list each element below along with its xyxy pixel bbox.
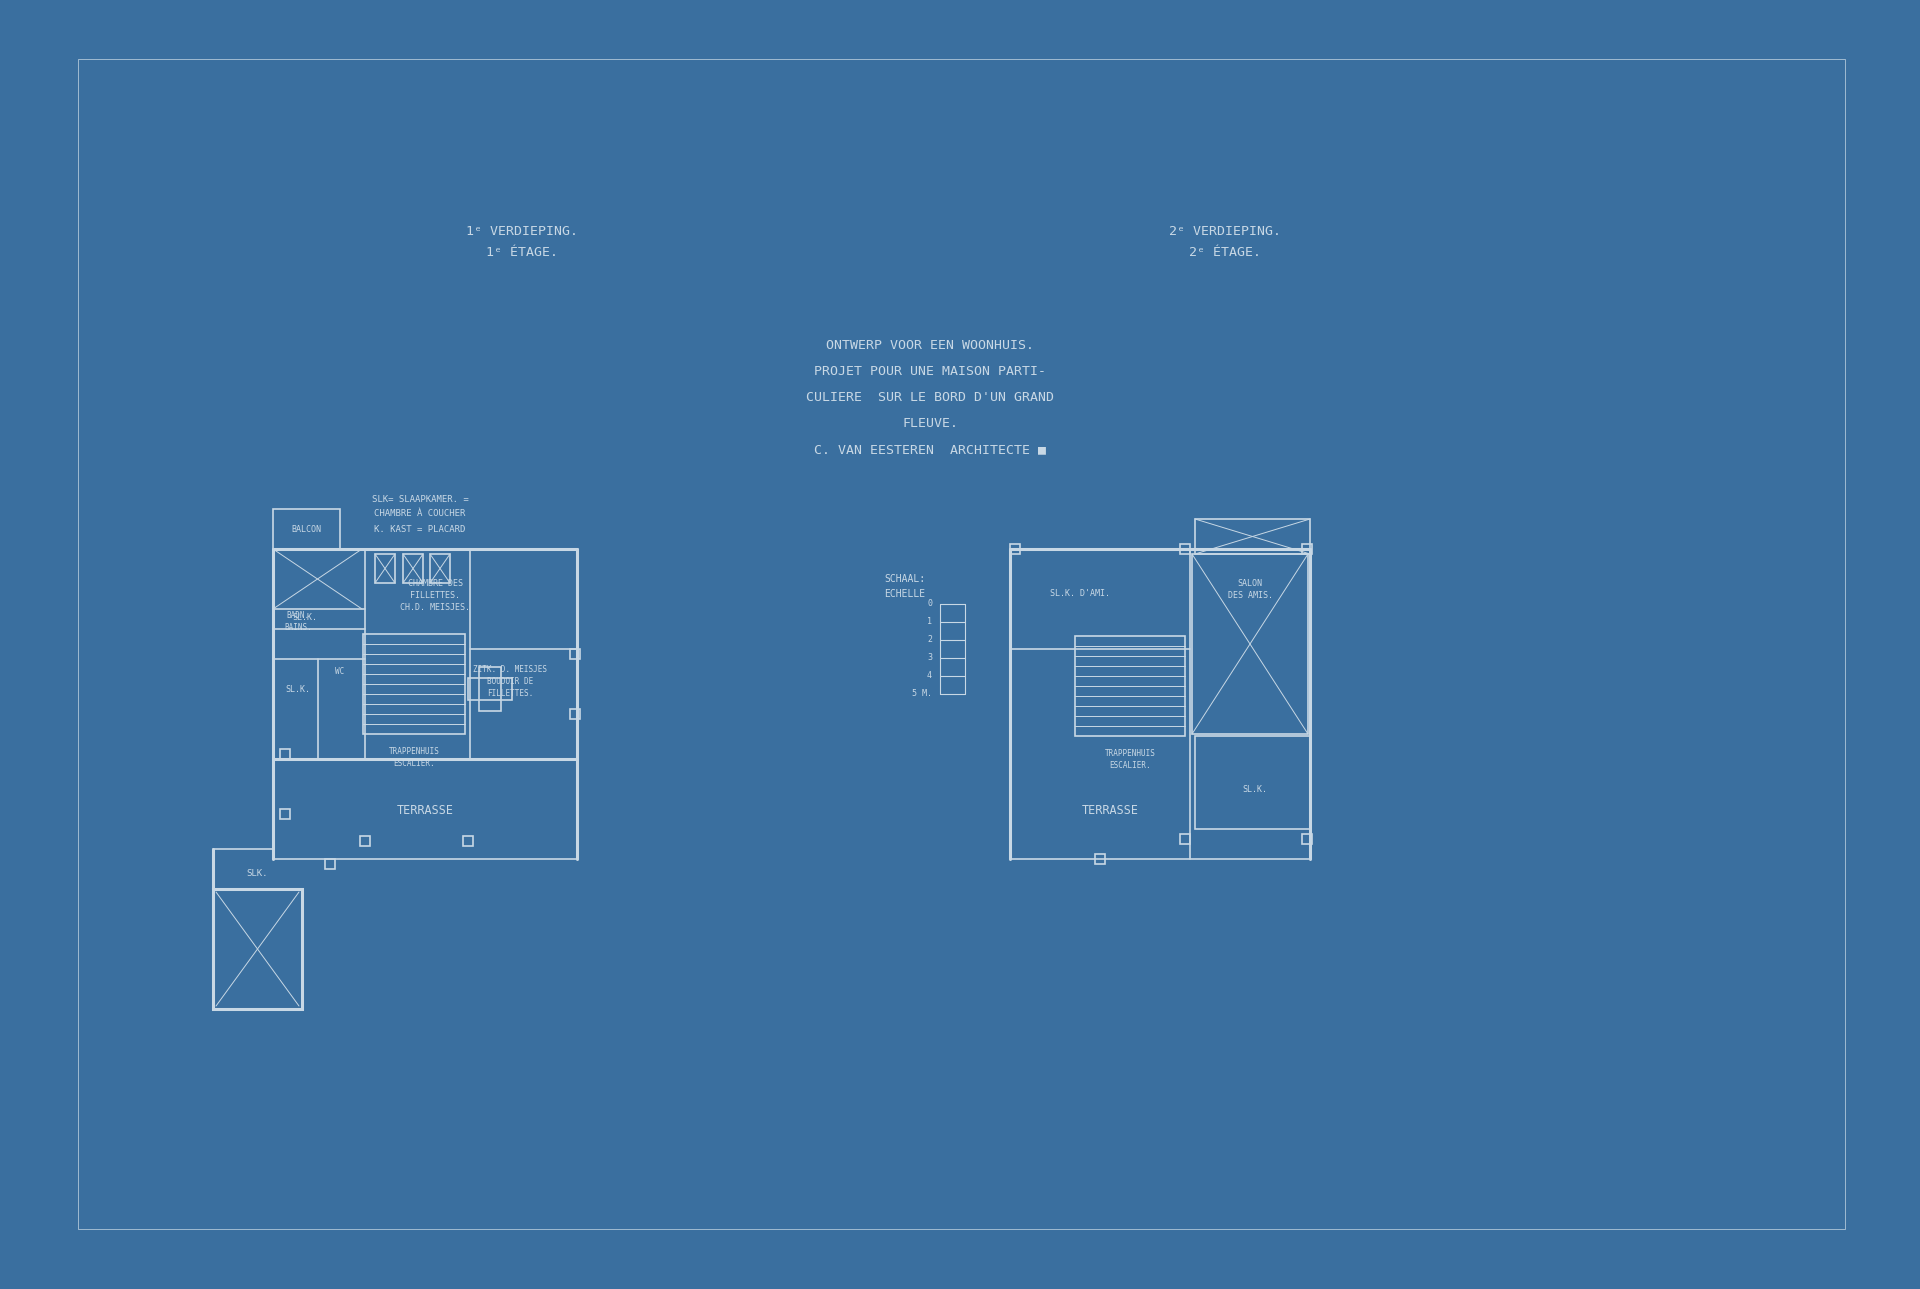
- Text: SL.K.: SL.K.: [286, 684, 311, 693]
- Text: DES AMIS.: DES AMIS.: [1227, 592, 1273, 601]
- Bar: [1192, 554, 1308, 733]
- Text: SCHAAL:: SCHAAL:: [885, 574, 925, 584]
- Text: SL.K. D'AMI.: SL.K. D'AMI.: [1050, 589, 1110, 598]
- Bar: [570, 648, 580, 659]
- Text: 3: 3: [927, 654, 931, 663]
- Text: TERRASSE: TERRASSE: [397, 804, 453, 817]
- Text: 4: 4: [927, 672, 931, 681]
- Bar: [1194, 736, 1309, 829]
- Bar: [1181, 544, 1190, 554]
- Text: TERRASSE: TERRASSE: [1081, 804, 1139, 817]
- Text: CHAMBRE À COUCHER: CHAMBRE À COUCHER: [374, 509, 467, 518]
- Text: 1ᵉ VERDIEPING.
1ᵉ ÉTAGE.: 1ᵉ VERDIEPING. 1ᵉ ÉTAGE.: [467, 226, 578, 259]
- Bar: [430, 554, 449, 583]
- Text: SLK.: SLK.: [246, 870, 267, 879]
- Text: 2ᵉ VERDIEPING.
2ᵉ ÉTAGE.: 2ᵉ VERDIEPING. 2ᵉ ÉTAGE.: [1169, 226, 1281, 259]
- Text: TRAPPENHUIS: TRAPPENHUIS: [388, 748, 440, 757]
- Bar: [1075, 635, 1185, 736]
- Text: ZITK. D. MEISJES: ZITK. D. MEISJES: [472, 665, 547, 673]
- Text: CH.D. MEISJES.: CH.D. MEISJES.: [399, 603, 470, 612]
- Bar: [478, 666, 501, 712]
- Text: TRAPPENHUIS: TRAPPENHUIS: [1104, 749, 1156, 758]
- Text: PROJET POUR UNE MAISON PARTI-: PROJET POUR UNE MAISON PARTI-: [814, 365, 1046, 378]
- Bar: [1181, 834, 1190, 844]
- Text: SL.K.: SL.K.: [292, 612, 317, 621]
- Bar: [1010, 544, 1020, 554]
- Text: SL.K.: SL.K.: [1242, 785, 1267, 794]
- Text: 5 M.: 5 M.: [912, 690, 931, 699]
- Bar: [374, 554, 396, 583]
- Text: ESCALIER.: ESCALIER.: [1110, 762, 1150, 771]
- Text: FILLETTES.: FILLETTES.: [411, 592, 461, 601]
- Bar: [324, 858, 334, 869]
- Bar: [361, 837, 371, 846]
- Text: FILLETTES.: FILLETTES.: [488, 688, 534, 697]
- Bar: [280, 749, 290, 759]
- Bar: [363, 634, 465, 733]
- Bar: [463, 837, 472, 846]
- Bar: [570, 709, 580, 719]
- Text: K. KAST = PLACARD: K. KAST = PLACARD: [374, 525, 467, 534]
- Text: CULIERE  SUR LE BORD D'UN GRAND: CULIERE SUR LE BORD D'UN GRAND: [806, 391, 1054, 403]
- Text: BOUDOIR DE: BOUDOIR DE: [488, 677, 534, 686]
- Text: BALCON: BALCON: [292, 525, 321, 534]
- Bar: [468, 678, 513, 700]
- Bar: [273, 509, 340, 549]
- Text: SALON: SALON: [1238, 580, 1263, 589]
- Bar: [1094, 855, 1106, 864]
- Text: ONTWERP VOOR EEN WOONHUIS.: ONTWERP VOOR EEN WOONHUIS.: [826, 339, 1035, 352]
- Text: ESCALIER.: ESCALIER.: [394, 759, 434, 768]
- Text: BAINS.: BAINS.: [284, 624, 311, 633]
- Text: SLK= SLAAPKAMER. =: SLK= SLAAPKAMER. =: [372, 495, 468, 504]
- Bar: [1194, 519, 1309, 554]
- Text: C. VAN EESTEREN  ARCHITECTE ■: C. VAN EESTEREN ARCHITECTE ■: [814, 443, 1046, 456]
- Bar: [1302, 544, 1311, 554]
- Text: BADN.: BADN.: [286, 611, 309, 620]
- Bar: [1302, 834, 1311, 844]
- Text: CHAMBRE DES: CHAMBRE DES: [407, 580, 463, 589]
- Text: 0: 0: [927, 599, 931, 608]
- Text: ECHELLE: ECHELLE: [885, 589, 925, 599]
- Text: 2: 2: [927, 635, 931, 644]
- Text: WC: WC: [336, 666, 344, 675]
- Bar: [213, 889, 301, 1009]
- Text: FLEUVE.: FLEUVE.: [902, 418, 958, 431]
- Bar: [280, 809, 290, 819]
- Bar: [403, 554, 422, 583]
- Text: 1: 1: [927, 617, 931, 626]
